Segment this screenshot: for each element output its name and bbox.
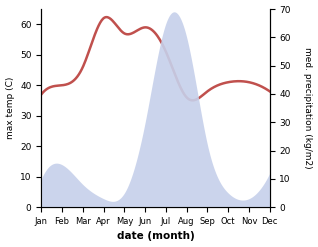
Y-axis label: max temp (C): max temp (C) bbox=[5, 77, 15, 139]
X-axis label: date (month): date (month) bbox=[117, 231, 194, 242]
Y-axis label: med. precipitation (kg/m2): med. precipitation (kg/m2) bbox=[303, 47, 313, 169]
